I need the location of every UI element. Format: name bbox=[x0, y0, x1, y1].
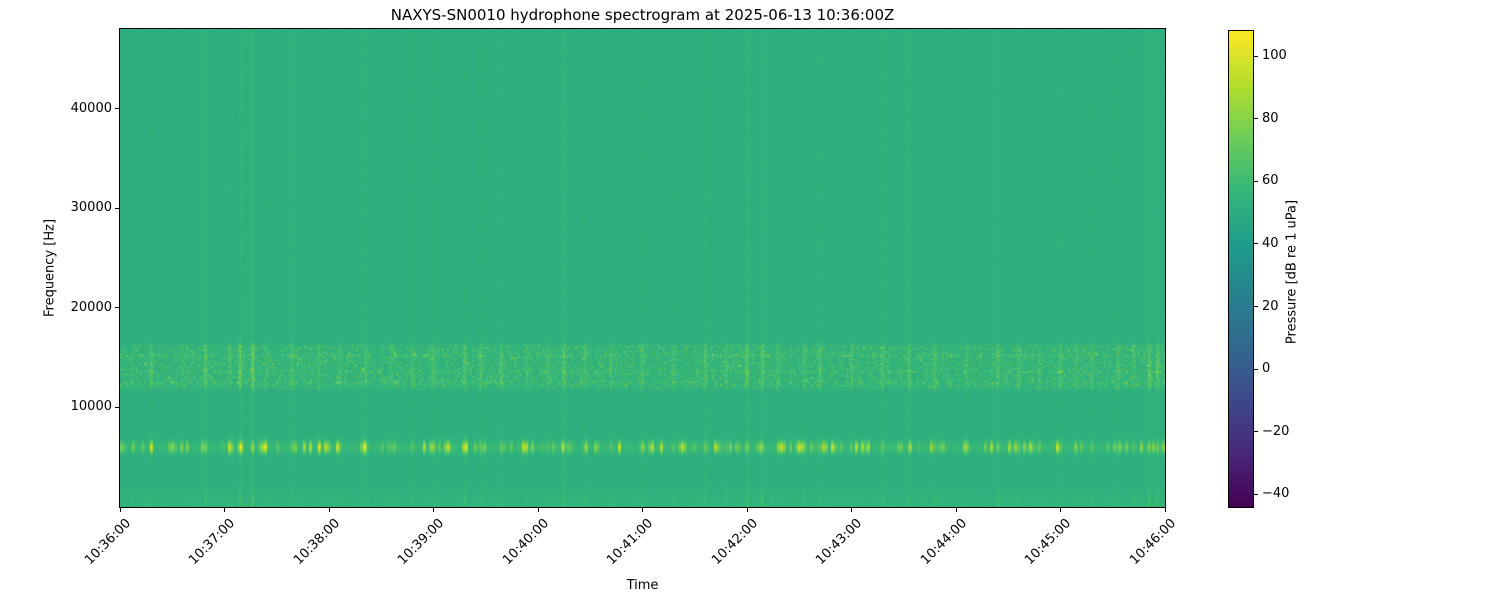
x-tick-mark bbox=[328, 508, 330, 512]
x-tick-label: 10:41:00 bbox=[604, 516, 657, 568]
colorbar-tick-mark bbox=[1254, 493, 1258, 495]
colorbar-label: Pressure [dB re 1 uPa] bbox=[1284, 199, 1300, 345]
colorbar-tick-label: −40 bbox=[1262, 486, 1290, 502]
colorbar-tick-mark bbox=[1254, 306, 1258, 308]
colorbar-tick-label: 0 bbox=[1262, 361, 1271, 377]
spectrogram-canvas bbox=[120, 29, 1165, 507]
x-tick-label: 10:42:00 bbox=[708, 516, 761, 568]
x-tick-label: 10:44:00 bbox=[917, 516, 970, 568]
y-tick-label: 40000 bbox=[70, 100, 112, 116]
colorbar-tick-mark bbox=[1254, 368, 1258, 370]
x-tick-mark bbox=[851, 508, 852, 512]
colorbar-tick-mark bbox=[1254, 243, 1258, 245]
colorbar-tick-label: 40 bbox=[1262, 235, 1279, 251]
colorbar-tick-label: 20 bbox=[1262, 298, 1279, 314]
x-tick-mark bbox=[1060, 508, 1061, 512]
y-tick-mark bbox=[115, 108, 119, 110]
x-tick-mark bbox=[955, 508, 957, 512]
colorbar-tick-label: 100 bbox=[1262, 48, 1287, 64]
x-tick-mark bbox=[537, 508, 539, 512]
x-tick-label: 10:38:00 bbox=[290, 516, 343, 568]
y-tick-label: 20000 bbox=[70, 299, 112, 315]
chart-title: NAXYS-SN0010 hydrophone spectrogram at 2… bbox=[390, 6, 895, 24]
x-tick-mark bbox=[433, 508, 434, 512]
x-axis-label: Time bbox=[626, 578, 659, 593]
y-tick-mark bbox=[115, 207, 119, 209]
y-tick-label: 10000 bbox=[70, 399, 112, 415]
x-tick-mark bbox=[642, 508, 643, 512]
x-tick-label: 10:40:00 bbox=[499, 516, 552, 568]
x-tick-mark bbox=[1164, 508, 1166, 512]
colorbar-tick-mark bbox=[1254, 55, 1258, 57]
colorbar-tick-label: −20 bbox=[1262, 423, 1290, 439]
y-tick-label: 30000 bbox=[70, 200, 112, 216]
colorbar-tick-label: 60 bbox=[1262, 173, 1279, 189]
colorbar-tick-mark bbox=[1254, 180, 1258, 182]
x-tick-mark bbox=[746, 508, 748, 512]
x-tick-label: 10:37:00 bbox=[186, 516, 239, 568]
x-tick-mark bbox=[224, 508, 225, 512]
x-tick-label: 10:36:00 bbox=[81, 516, 134, 568]
colorbar-canvas bbox=[1229, 31, 1253, 507]
y-tick-mark bbox=[115, 307, 119, 309]
colorbar-tick-label: 80 bbox=[1262, 110, 1279, 126]
x-tick-label: 10:45:00 bbox=[1022, 516, 1075, 568]
y-tick-mark bbox=[115, 406, 119, 408]
x-tick-label: 10:46:00 bbox=[1126, 516, 1179, 568]
x-tick-mark bbox=[119, 508, 121, 512]
colorbar-tick-mark bbox=[1254, 118, 1258, 120]
x-tick-label: 10:43:00 bbox=[813, 516, 866, 568]
plot-area bbox=[119, 28, 1166, 508]
colorbar bbox=[1228, 30, 1254, 508]
colorbar-tick-mark bbox=[1254, 431, 1258, 433]
x-tick-label: 10:39:00 bbox=[395, 516, 448, 568]
